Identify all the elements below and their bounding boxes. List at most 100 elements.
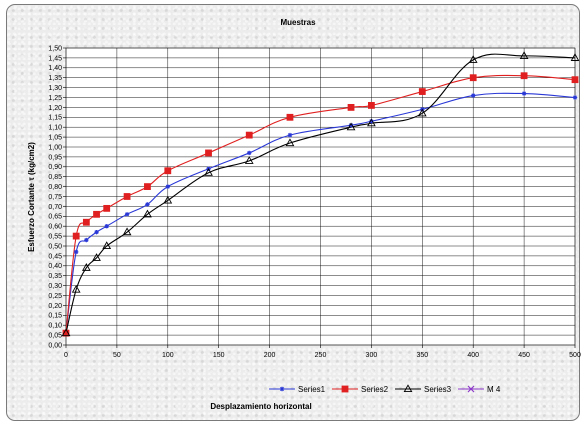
series3-point xyxy=(102,241,112,250)
chart-area: Muestras 0,00 0,05 0,10 0,15 0,20 0,25 0,30 0,3… xyxy=(6,4,581,421)
legend-marker xyxy=(341,385,349,393)
y-tick-label: 0,50 xyxy=(48,243,62,250)
legend-item-series3: Series3 xyxy=(395,384,452,394)
y-tick-label: 1,45 xyxy=(48,55,62,62)
series1-point xyxy=(94,229,99,235)
y-tick-label: 1,10 xyxy=(48,125,62,132)
legend-item-m4: M 4 xyxy=(458,385,501,394)
series2-point xyxy=(205,149,212,157)
series3-point xyxy=(367,118,376,127)
y-tick-label: 1,35 xyxy=(48,75,62,82)
series3-point xyxy=(92,253,101,261)
y-tick-label: 0,95 xyxy=(48,154,62,161)
x-tick-label: 0 xyxy=(64,352,68,359)
series2-point xyxy=(245,131,253,139)
series3-point xyxy=(81,263,91,271)
series1-point xyxy=(287,132,293,138)
y-tick-label: 1,20 xyxy=(48,105,62,112)
series3-point xyxy=(244,156,254,164)
y-tick-label: 1,25 xyxy=(48,95,62,102)
y-tick-label: 0,60 xyxy=(48,224,62,231)
series2-point xyxy=(520,72,528,80)
y-tick-label: 1,40 xyxy=(48,65,62,72)
y-tick-label: 0,75 xyxy=(48,194,62,201)
x-tick-label: 200 xyxy=(264,352,276,359)
legend: Series1 Series2 Series3 M 4 xyxy=(269,384,501,394)
series2-point xyxy=(144,183,151,191)
series1-point xyxy=(124,212,130,217)
series1-point xyxy=(73,249,79,255)
legend-marker xyxy=(403,384,413,393)
y-tick-label: 0,70 xyxy=(48,204,62,211)
series1-point xyxy=(145,202,150,207)
series2-point xyxy=(286,113,294,121)
chart-title: Muestras xyxy=(280,18,316,27)
x-axis-ticks: 0 50 100 150 200 250 300 350 400 450 500 xyxy=(64,345,581,359)
legend-label: Series1 xyxy=(298,385,326,394)
x-tick-label: 100 xyxy=(162,352,174,359)
series1-point xyxy=(165,184,170,189)
y-tick-label: 1,05 xyxy=(48,135,62,142)
y-tick-label: 0,85 xyxy=(48,174,62,181)
series3-point xyxy=(417,108,427,117)
series3-point xyxy=(71,284,81,293)
series1-point xyxy=(247,150,252,156)
legend-marker xyxy=(279,386,285,392)
y-tick-label: 0,45 xyxy=(48,253,62,260)
legend-item-series2: Series2 xyxy=(332,385,389,394)
series2-point xyxy=(123,193,131,200)
line-chart: Muestras 0,00 0,05 0,10 0,15 0,20 0,25 0,30 0,3… xyxy=(27,18,581,411)
x-tick-label: 400 xyxy=(467,352,479,359)
series3-point xyxy=(346,122,356,131)
y-axis-ticks: 0,00 0,05 0,10 0,15 0,20 0,25 0,30 0,35 0,40 0,45… xyxy=(48,45,66,349)
x-tick-label: 50 xyxy=(113,352,121,359)
y-tick-label: 0,20 xyxy=(48,303,62,310)
series3-point xyxy=(163,195,173,204)
series2-point xyxy=(571,76,579,84)
series1-point xyxy=(572,95,578,100)
series3-point xyxy=(519,51,529,59)
y-tick-label: 0,80 xyxy=(48,184,62,191)
y-tick-label: 0,90 xyxy=(48,164,62,171)
y-tick-label: 1,00 xyxy=(48,144,62,151)
y-tick-label: 0,15 xyxy=(48,313,62,320)
series-markers xyxy=(61,51,580,337)
legend-item-series1: Series1 xyxy=(269,385,326,394)
y-tick-label: 0,00 xyxy=(48,342,62,349)
series2-point xyxy=(347,104,355,111)
series2-point xyxy=(418,88,426,95)
y-tick-label: 0,55 xyxy=(48,234,62,241)
y-tick-label: 0,35 xyxy=(48,273,62,280)
x-tick-label: 250 xyxy=(315,352,327,359)
series3-point xyxy=(468,55,478,63)
series1-point xyxy=(471,93,476,98)
x-tick-label: 300 xyxy=(366,352,378,359)
series2-point xyxy=(469,74,477,82)
x-axis-label: Desplazamiento horizontal xyxy=(210,402,311,411)
series2-point xyxy=(93,210,100,218)
series1-point xyxy=(104,224,109,229)
series2-point xyxy=(103,204,111,212)
series3-point xyxy=(122,227,132,236)
y-tick-label: 1,15 xyxy=(48,115,62,122)
legend-label: Series3 xyxy=(424,385,452,394)
legend-marker xyxy=(467,385,475,393)
y-tick-label: 0,25 xyxy=(48,293,62,300)
legend-label: M 4 xyxy=(487,385,501,394)
y-tick-label: 0,30 xyxy=(48,283,62,290)
y-tick-label: 1,30 xyxy=(48,85,62,92)
series3-point xyxy=(61,328,71,337)
y-tick-label: 0,40 xyxy=(48,263,62,270)
y-tick-label: 0,65 xyxy=(48,214,62,221)
legend-label: Series2 xyxy=(361,385,389,394)
series2-point xyxy=(72,232,80,240)
y-tick-label: 0,10 xyxy=(48,323,62,330)
series1-point xyxy=(521,91,527,96)
y-tick-label: 1,50 xyxy=(48,45,62,52)
series1-point xyxy=(84,237,89,243)
series1-point xyxy=(369,119,374,124)
x-tick-label: 500 xyxy=(569,352,581,359)
x-tick-label: 450 xyxy=(518,352,530,359)
y-tick-label: 0,05 xyxy=(48,333,62,340)
x-tick-label: 350 xyxy=(416,352,428,359)
